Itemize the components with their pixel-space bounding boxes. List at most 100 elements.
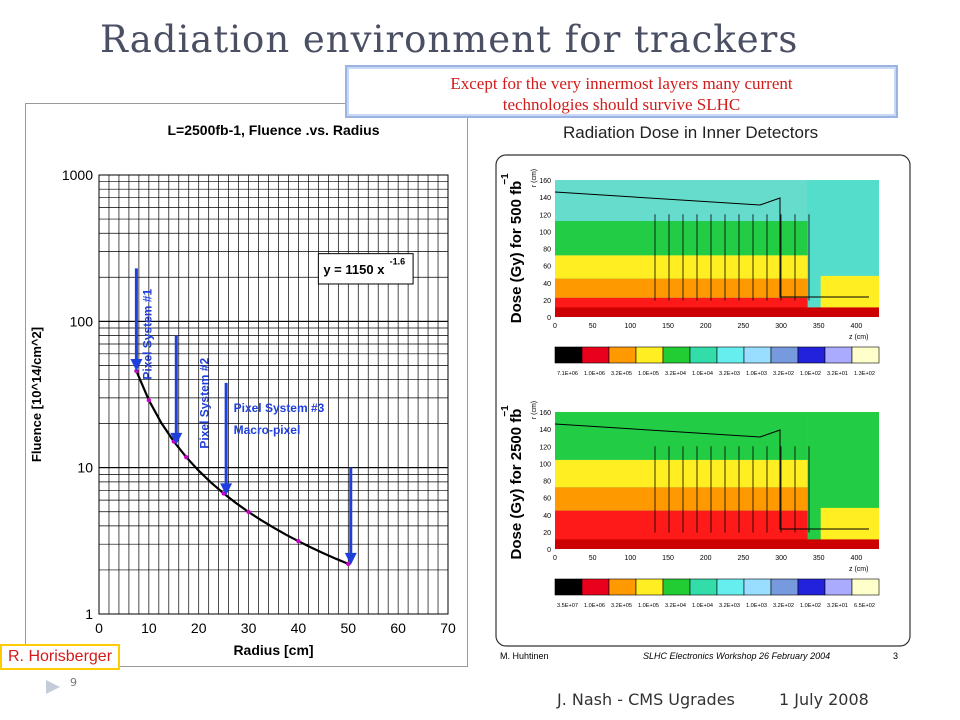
scale-swatch bbox=[770, 578, 799, 596]
x-tick-label: 20 bbox=[191, 620, 207, 636]
fluence-marks: y = 1150 x -1.6 Pixel System #1 Pixel Syste… bbox=[130, 253, 414, 567]
dose-panel-ylabel: Dose (Gy) for 500 fb bbox=[508, 181, 525, 324]
r-tick-label: 40 bbox=[543, 513, 551, 520]
fluence-data-point bbox=[346, 561, 351, 567]
pixel-system-3-label: Pixel System #3 bbox=[234, 401, 325, 415]
z-tick-label: 300 bbox=[775, 555, 787, 562]
scale-swatch bbox=[662, 346, 691, 364]
scale-label: 1.0E+02 bbox=[800, 603, 821, 609]
scale-swatch bbox=[689, 346, 718, 364]
annotation-arrow-head bbox=[344, 552, 357, 565]
x-tick-label: 0 bbox=[95, 620, 103, 636]
scale-swatch bbox=[716, 346, 745, 364]
scale-label: 1.0E+03 bbox=[746, 371, 767, 377]
detector-outline bbox=[554, 423, 869, 530]
scale-label: 3.2E+05 bbox=[611, 371, 632, 377]
scale-label: 1.0E+06 bbox=[584, 603, 605, 609]
z-tick-label: 50 bbox=[589, 323, 597, 330]
formula-label: y = 1150 x bbox=[323, 262, 385, 277]
y-tick-label: 1 bbox=[85, 606, 93, 622]
dose-footer-page: 3 bbox=[893, 651, 898, 661]
r-tick-label: 120 bbox=[539, 444, 551, 451]
r-tick-label: 100 bbox=[539, 229, 551, 236]
z-tick-label: 0 bbox=[553, 555, 557, 562]
dose-panel-1: Dose (Gy) for 500 fb−1 r (cm) 0 20 40 60 80 100… bbox=[500, 169, 880, 377]
r-tick-label: 80 bbox=[543, 479, 551, 486]
fluence-data-point bbox=[296, 539, 301, 544]
scale-label: 3.5E+07 bbox=[557, 603, 578, 609]
pixel-system-2-label: Pixel System #2 bbox=[198, 358, 212, 449]
pixel-system-1-label: Pixel System #1 bbox=[140, 289, 154, 380]
dose-band bbox=[555, 221, 808, 256]
x-tick-label: 60 bbox=[390, 620, 406, 636]
scale-swatch bbox=[851, 578, 880, 596]
dose-band bbox=[555, 412, 808, 460]
dose-chart-title: Radiation Dose in Inner Detectors bbox=[563, 123, 818, 142]
dose-beampipe-band bbox=[555, 307, 879, 317]
dose-chart-panel: Radiation Dose in Inner Detectors Dose (G… bbox=[478, 118, 918, 667]
callout-box: Except for the very innermost layers man… bbox=[345, 65, 898, 118]
z-tick-label: 350 bbox=[813, 555, 825, 562]
scale-label: 3.2E+04 bbox=[665, 603, 686, 609]
r-tick-label: 20 bbox=[543, 298, 551, 305]
z-tick-label: 350 bbox=[813, 323, 825, 330]
scale-swatch bbox=[743, 578, 772, 596]
callout-line-2: technologies should survive SLHC bbox=[502, 95, 741, 114]
x-tick-label: 30 bbox=[241, 620, 257, 636]
scale-label: 3.2E+01 bbox=[827, 371, 848, 377]
r-axis-label: r (cm) bbox=[531, 401, 538, 419]
dose-footer-event: SLHC Electronics Workshop 26 February 20… bbox=[643, 651, 830, 661]
annotation-arrow-head bbox=[220, 483, 233, 496]
r-tick-label: 60 bbox=[543, 264, 551, 271]
y-tick-label: 100 bbox=[70, 313, 94, 329]
fluence-curve bbox=[135, 370, 349, 565]
formula-exponent: -1.6 bbox=[390, 256, 406, 266]
x-tick-label: 70 bbox=[440, 620, 456, 636]
r-tick-label: 80 bbox=[543, 247, 551, 254]
z-tick-label: 250 bbox=[738, 323, 750, 330]
scale-label: 1.3E+02 bbox=[854, 371, 875, 377]
scale-swatch bbox=[797, 346, 826, 364]
r-tick-label: 160 bbox=[539, 178, 551, 185]
page-mark: 9 bbox=[70, 676, 77, 689]
r-tick-label: 160 bbox=[539, 410, 551, 417]
z-tick-label: 100 bbox=[625, 555, 637, 562]
scale-label: 1.0E+05 bbox=[638, 603, 659, 609]
fluence-chart-panel: L=2500fb-1, Fluence .vs. Radius 0 10 20 30 40… bbox=[25, 103, 468, 667]
scale-swatch bbox=[554, 578, 583, 596]
footer-presenter: J. Nash - CMS Ugrades bbox=[557, 690, 735, 709]
y-axis-label: Fluence [10^14/cm^2] bbox=[29, 327, 44, 462]
x-axis-label: Radius [cm] bbox=[233, 642, 313, 658]
scale-swatch bbox=[824, 578, 853, 596]
r-tick-label: 140 bbox=[539, 195, 551, 202]
dose-band bbox=[555, 180, 808, 222]
x-tick-label: 50 bbox=[340, 620, 356, 636]
fluence-chart-title: L=2500fb-1, Fluence .vs. Radius bbox=[167, 122, 379, 138]
z-tick-label: 150 bbox=[662, 323, 674, 330]
r-tick-label: 60 bbox=[543, 496, 551, 503]
z-tick-label: 100 bbox=[625, 323, 637, 330]
z-tick-label: 250 bbox=[738, 555, 750, 562]
z-tick-label: 300 bbox=[775, 323, 787, 330]
plot-area bbox=[98, 174, 449, 615]
formula-box bbox=[317, 253, 414, 285]
dose-band bbox=[555, 255, 808, 279]
dose-band bbox=[555, 278, 808, 298]
scale-label: 1.0E+05 bbox=[638, 371, 659, 377]
x-tick-label: 40 bbox=[291, 620, 307, 636]
dose-panel-ylabel: Dose (Gy) for 2500 fb bbox=[508, 409, 525, 560]
scale-swatch bbox=[608, 578, 637, 596]
z-tick-label: 50 bbox=[589, 555, 597, 562]
scale-swatch bbox=[716, 578, 745, 596]
z-tick-label: 400 bbox=[851, 323, 863, 330]
dose-panel-2: Dose (Gy) for 2500 fb−1 r (cm) 0 20 40 60 80 10… bbox=[500, 401, 880, 609]
scale-swatch bbox=[797, 578, 826, 596]
r-tick-label: 20 bbox=[543, 530, 551, 537]
scale-label: 3.2E+05 bbox=[611, 603, 632, 609]
fluence-data-point bbox=[246, 509, 251, 515]
z-tick-label: 0 bbox=[553, 323, 557, 330]
annotation-arrow-head bbox=[170, 432, 183, 445]
z-axis-label: z (cm) bbox=[849, 566, 868, 573]
r-tick-label: 0 bbox=[547, 547, 551, 554]
r-tick-label: 120 bbox=[539, 212, 551, 219]
